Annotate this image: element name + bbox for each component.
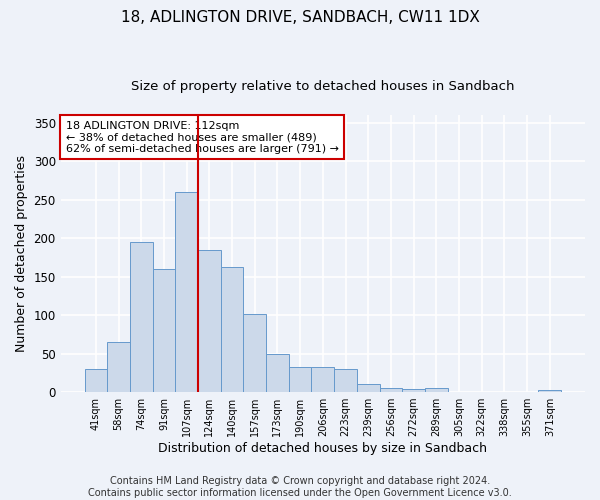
Bar (107, 342, 130, 392)
Y-axis label: Number of detached properties: Number of detached properties (15, 155, 28, 352)
Bar (538, 390, 561, 392)
Bar (221, 266, 244, 392)
Text: 18 ADLINGTON DRIVE: 112sqm
← 38% of detached houses are smaller (489)
62% of sem: 18 ADLINGTON DRIVE: 112sqm ← 38% of deta… (66, 120, 339, 154)
Bar (402, 389, 425, 392)
Bar (380, 388, 402, 392)
Bar (289, 366, 311, 392)
Text: Contains HM Land Registry data © Crown copyright and database right 2024.
Contai: Contains HM Land Registry data © Crown c… (88, 476, 512, 498)
Bar (357, 384, 380, 392)
X-axis label: Distribution of detached houses by size in Sandbach: Distribution of detached houses by size … (158, 442, 487, 455)
Text: 18, ADLINGTON DRIVE, SANDBACH, CW11 1DX: 18, ADLINGTON DRIVE, SANDBACH, CW11 1DX (121, 10, 479, 25)
Bar (266, 354, 289, 392)
Title: Size of property relative to detached houses in Sandbach: Size of property relative to detached ho… (131, 80, 515, 93)
Bar (425, 388, 448, 392)
Bar (311, 366, 334, 392)
Bar (152, 269, 175, 392)
Bar (244, 314, 266, 392)
Bar (130, 242, 152, 392)
Bar (198, 250, 221, 392)
Bar (85, 369, 107, 392)
Bar (334, 369, 357, 392)
Bar (175, 192, 198, 392)
